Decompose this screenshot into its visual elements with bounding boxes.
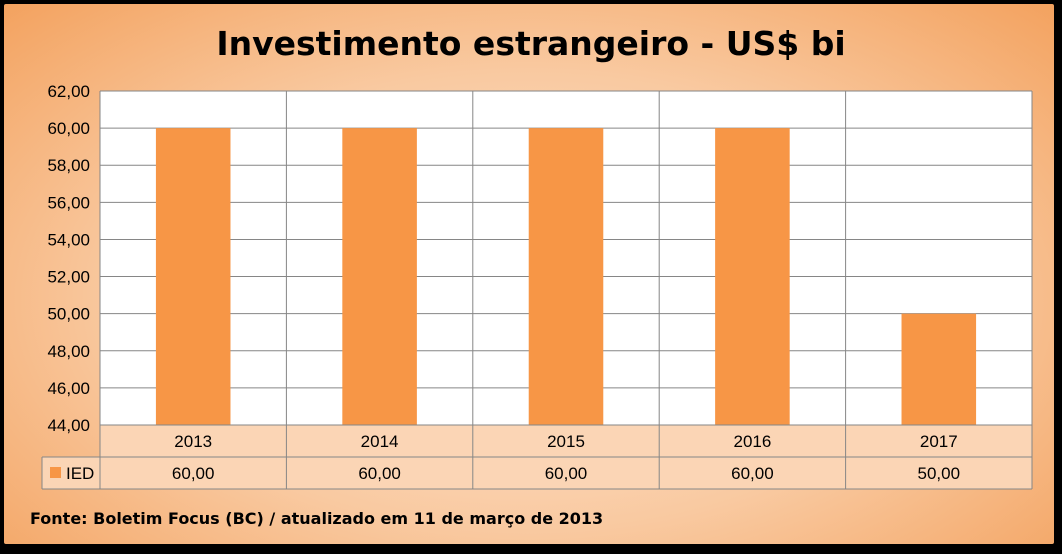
- y-tick-label: 50,00: [47, 305, 90, 324]
- x-tick-label: 2014: [361, 432, 399, 451]
- y-tick-label: 44,00: [47, 416, 90, 435]
- table-data-row: [42, 457, 1032, 489]
- bar: [528, 128, 604, 425]
- y-tick-label: 46,00: [47, 379, 90, 398]
- x-tick-label: 2015: [547, 432, 585, 451]
- bar: [715, 128, 790, 425]
- data-label: 60,00: [172, 464, 215, 483]
- y-tick-label: 58,00: [47, 156, 90, 175]
- data-label: 60,00: [358, 464, 401, 483]
- data-label: 60,00: [731, 464, 774, 483]
- data-label: 50,00: [918, 464, 961, 483]
- y-tick-label: 60,00: [47, 119, 90, 138]
- y-tick-label: 48,00: [47, 342, 90, 361]
- x-tick-label: 2017: [920, 432, 958, 451]
- x-tick-label: 2013: [174, 432, 212, 451]
- y-tick-label: 52,00: [47, 268, 90, 287]
- y-tick-label: 62,00: [47, 82, 90, 101]
- legend-label: IED: [66, 464, 94, 483]
- legend-swatch: [50, 467, 61, 478]
- x-tick-label: 2016: [733, 432, 771, 451]
- table-header-row: [100, 425, 1032, 457]
- source-note: Fonte: Boletim Focus (BC) / atualizado e…: [30, 509, 604, 528]
- bar: [901, 313, 977, 425]
- bar: [155, 128, 231, 425]
- chart-title: Investimento estrangeiro - US$ bi: [216, 24, 846, 63]
- y-tick-label: 54,00: [47, 230, 90, 249]
- data-label: 60,00: [545, 464, 588, 483]
- bar: [342, 128, 417, 425]
- y-tick-label: 56,00: [47, 193, 90, 212]
